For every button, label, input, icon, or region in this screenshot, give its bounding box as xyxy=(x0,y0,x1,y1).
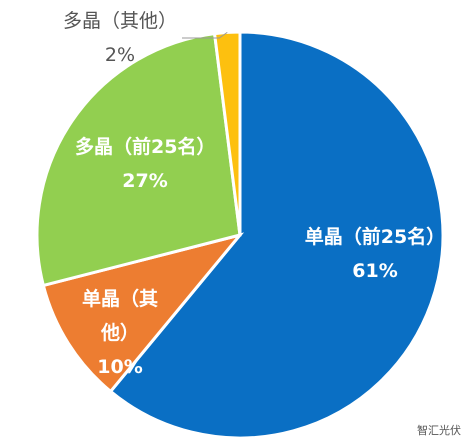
value-label: 10% xyxy=(97,356,143,378)
slice-label: 多晶（其他） 2% xyxy=(40,4,200,72)
category-label: 多晶（前25名） xyxy=(75,136,216,158)
category-label: 单晶（前25名） xyxy=(304,226,446,248)
value-label: 27% xyxy=(122,170,168,192)
leader-line xyxy=(182,31,228,39)
slice-label: 多晶（前25名） 27% xyxy=(75,130,215,198)
pie-slice xyxy=(35,31,242,288)
category-label: 单晶（其他） xyxy=(81,288,158,344)
slice-label: 单晶（前25名） 61% xyxy=(300,220,450,288)
pie-slice xyxy=(108,30,445,440)
category-label: 多晶（其他） xyxy=(62,10,177,32)
watermark: 智汇光伏 xyxy=(417,424,461,437)
slice-label: 单晶（其他） 10% xyxy=(70,282,170,384)
value-label: 2% xyxy=(104,44,136,66)
value-label: 61% xyxy=(352,260,398,282)
